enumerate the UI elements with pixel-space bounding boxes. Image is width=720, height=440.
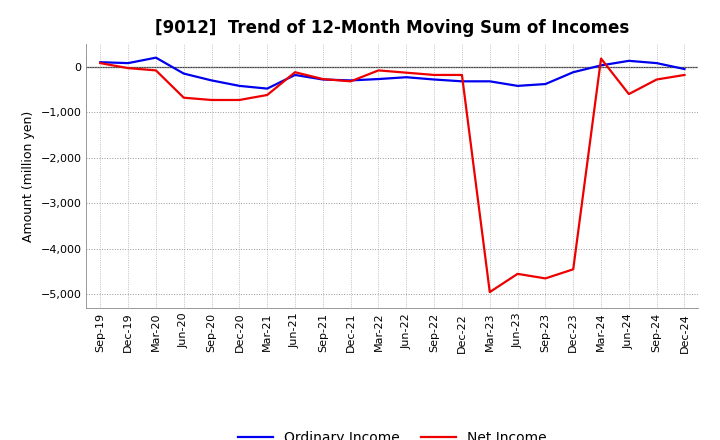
Net Income [569, 267, 577, 272]
Net Income [541, 276, 550, 281]
Net Income [458, 72, 467, 77]
Line: Ordinary Income: Ordinary Income [100, 58, 685, 88]
Net Income [624, 92, 633, 97]
Ordinary Income [207, 78, 216, 83]
Net Income [430, 72, 438, 77]
Ordinary Income [346, 78, 355, 83]
Net Income [346, 79, 355, 84]
Ordinary Income [402, 75, 410, 80]
Net Income [680, 72, 689, 77]
Net Income [291, 70, 300, 75]
Net Income [652, 77, 661, 82]
Title: [9012]  Trend of 12-Month Moving Sum of Incomes: [9012] Trend of 12-Month Moving Sum of I… [156, 19, 629, 37]
Net Income [513, 271, 522, 276]
Ordinary Income [624, 58, 633, 63]
Ordinary Income [652, 60, 661, 66]
Net Income [374, 68, 383, 73]
Ordinary Income [458, 79, 467, 84]
Net Income [124, 66, 132, 71]
Line: Net Income: Net Income [100, 59, 685, 292]
Net Income [597, 56, 606, 61]
Net Income [152, 68, 161, 73]
Ordinary Income [541, 81, 550, 87]
Net Income [179, 95, 188, 100]
Ordinary Income [235, 83, 243, 88]
Net Income [318, 77, 327, 82]
Ordinary Income [291, 72, 300, 77]
Ordinary Income [152, 55, 161, 60]
Legend: Ordinary Income, Net Income: Ordinary Income, Net Income [233, 426, 552, 440]
Net Income [96, 60, 104, 66]
Net Income [207, 97, 216, 103]
Ordinary Income [569, 70, 577, 75]
Ordinary Income [597, 63, 606, 68]
Ordinary Income [318, 77, 327, 82]
Ordinary Income [680, 66, 689, 72]
Ordinary Income [96, 59, 104, 65]
Net Income [235, 97, 243, 103]
Net Income [402, 70, 410, 75]
Ordinary Income [374, 77, 383, 82]
Ordinary Income [485, 79, 494, 84]
Net Income [263, 92, 271, 98]
Y-axis label: Amount (million yen): Amount (million yen) [22, 110, 35, 242]
Ordinary Income [430, 77, 438, 82]
Ordinary Income [263, 86, 271, 91]
Ordinary Income [124, 60, 132, 66]
Ordinary Income [179, 71, 188, 76]
Ordinary Income [513, 83, 522, 88]
Net Income [485, 290, 494, 295]
